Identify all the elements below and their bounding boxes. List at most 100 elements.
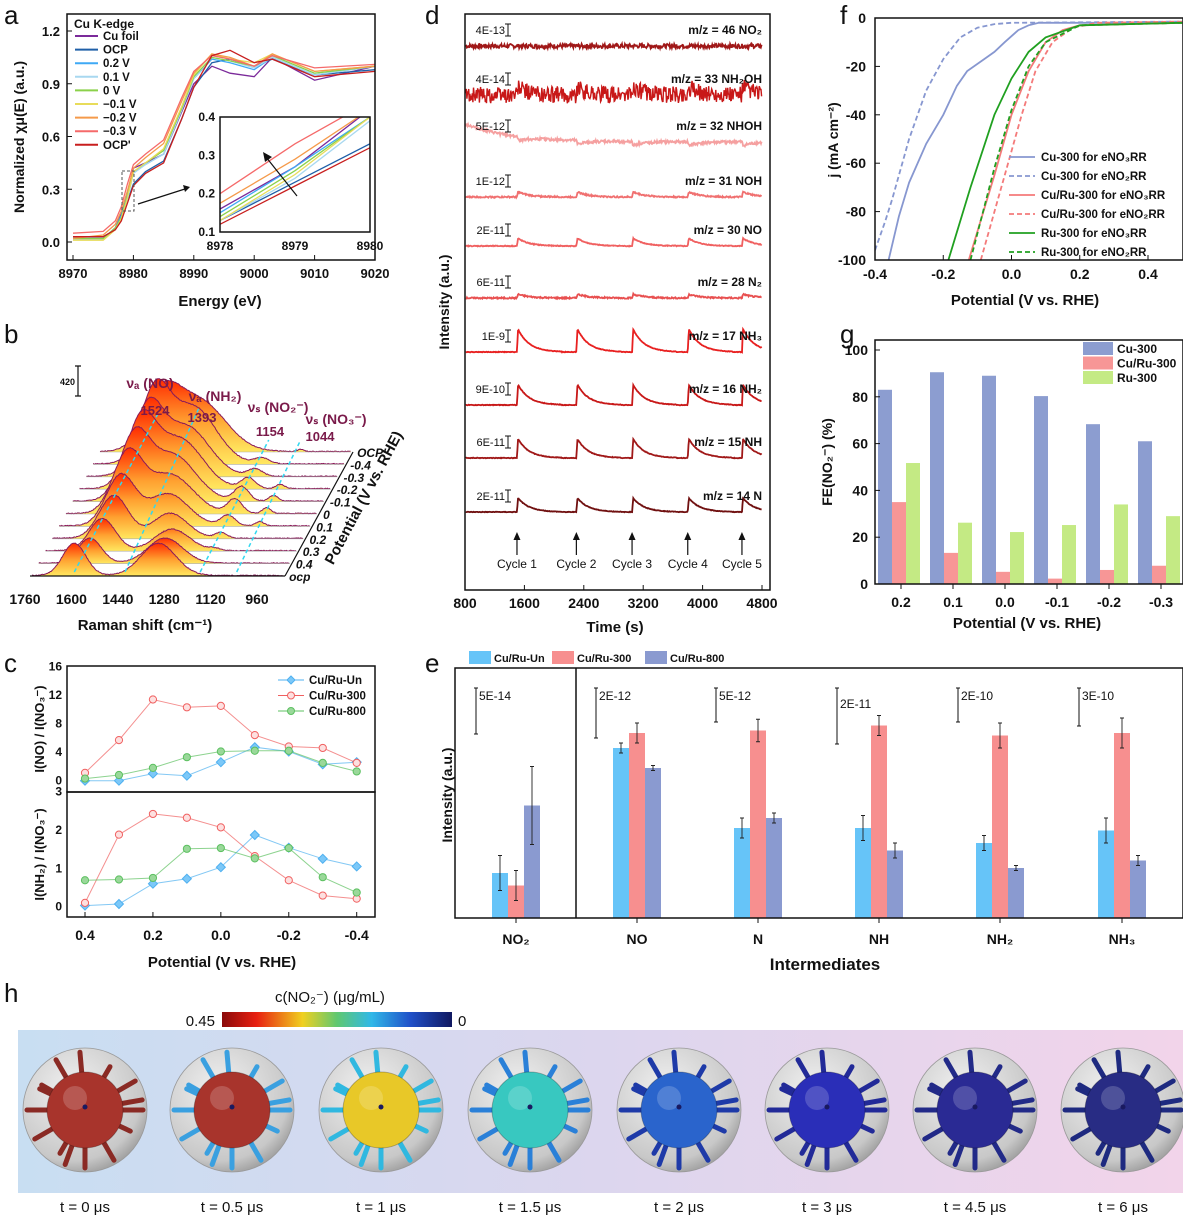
simulation-frame (318, 1047, 444, 1173)
panel-label-e: e (425, 648, 439, 678)
y-tick-label: 0 (55, 900, 62, 914)
band-label: νₐ (NH₂) (189, 388, 242, 404)
sphere-highlight (1101, 1086, 1125, 1110)
legend-label: Cu/Ru-300 (577, 653, 631, 665)
diamond-marker (113, 898, 125, 910)
error-bar (1120, 717, 1124, 749)
legend-label: Cu/Ru-300 (309, 691, 366, 703)
diamond-marker (215, 756, 227, 768)
diamond-marker (215, 862, 227, 873)
legend-marker (286, 675, 296, 685)
circle-marker (114, 830, 124, 839)
core-sphere (936, 1071, 1014, 1149)
inset-series-line-4 (220, 117, 370, 218)
spectrum-line (52, 494, 304, 540)
legend-swatch (1083, 356, 1113, 370)
center-dot (527, 1104, 533, 1110)
lsv-curve-2 (967, 21, 1183, 260)
trace-scale-label: 4E-14 (476, 74, 505, 86)
lsv-curve-3 (979, 20, 1183, 260)
band-position: 1524 (141, 403, 171, 418)
legend-label: Cu/Ru-Un (494, 653, 545, 665)
trace-mz-label: m/z = 32 NHOH (676, 119, 762, 133)
scale-bar-label: 420 (60, 377, 75, 387)
x-axis-label: Raman shift (cm⁻¹) (78, 617, 213, 634)
error-bar (998, 722, 1002, 749)
cycle-label: Cycle 1 (497, 557, 537, 571)
trace-mz-label: m/z = 16 NH₂ (689, 382, 762, 396)
inset-y-tick-label: 0.4 (198, 110, 215, 124)
bar-cu-ru-300 (871, 725, 887, 918)
colorbar-min-label: 0 (458, 1013, 466, 1030)
time-label: t = 6 μs (1098, 1199, 1148, 1216)
x-axis-label: Intermediates (770, 955, 881, 974)
y-tick-label: 1 (55, 861, 62, 875)
zoom-arrow (137, 187, 189, 205)
bar-ru-300 (1010, 532, 1024, 584)
band-label: νₐ (NO) (126, 375, 173, 391)
panel-label-c: c (4, 648, 17, 678)
legend-label: −0.2 V (103, 113, 137, 125)
trace-scale-bar (505, 489, 511, 503)
bar-cu-ru-300 (1114, 733, 1130, 918)
core-sphere (640, 1071, 718, 1149)
ms-trace-6 (465, 326, 763, 354)
x-tick-label: 1600 (56, 591, 87, 607)
bar-cu-ru-un (492, 873, 508, 918)
x-tick-label: -0.2 (931, 266, 955, 282)
simulation-frame (616, 1047, 742, 1173)
simulation-frame (912, 1047, 1038, 1173)
y-tick-label: -100 (838, 252, 866, 268)
arrow-head (572, 532, 580, 540)
bar-cu-ru-300 (944, 552, 958, 584)
bar-ru-300 (1166, 516, 1180, 584)
inset-series-line-6 (220, 117, 360, 204)
plot-frame (874, 339, 1183, 585)
x-tick-label: -0.2 (277, 927, 301, 943)
plot-frame (874, 17, 1183, 261)
x-tick-label: 3200 (628, 595, 659, 611)
bar-cu-ru-800 (1008, 868, 1024, 918)
inset-frame (219, 116, 371, 233)
band-label: νₛ (NO₃⁻) (305, 411, 366, 427)
x-tick-label: 0.4 (1138, 266, 1158, 282)
subplot-0: 0 4 8 12 16I(NO) / I(NO₃⁻) (32, 660, 376, 793)
x-tick-label: -0.4 (863, 266, 887, 282)
y-tick-label: 12 (49, 688, 63, 702)
filled-circle-marker (148, 763, 158, 772)
legend-label: Ru-300 for eNO₃RR (1041, 228, 1147, 240)
trace-scale-label: 2E-11 (476, 225, 505, 237)
ms-trace-9 (465, 495, 762, 514)
spectrum-line (31, 542, 283, 577)
potential-row-label: 0.4 (296, 558, 313, 572)
y-tick-label: 80 (852, 389, 868, 405)
arrow-head (513, 532, 521, 540)
circle-marker (216, 701, 225, 710)
y-tick-label: 2 (55, 823, 62, 837)
x-tick-label: -0.2 (1097, 594, 1121, 610)
x-tick-label: NH (869, 931, 889, 947)
error-bar (861, 815, 865, 841)
y-tick-label: 0.3 (42, 182, 60, 197)
y-tick-label: -20 (846, 58, 866, 74)
x-tick-label: NO₂ (502, 931, 529, 947)
inset-series-line-0 (220, 117, 362, 210)
inset-series-line-2 (220, 117, 370, 214)
trace-scale-label: 5E-12 (476, 121, 505, 133)
center-dot (972, 1104, 978, 1110)
lsv-curve-1 (875, 20, 1183, 251)
x-tick-label: 0.0 (211, 927, 231, 943)
spectrum-line (45, 517, 297, 552)
inset-x-tick-label: 8980 (357, 239, 384, 253)
x-tick-label: 9000 (240, 266, 269, 281)
circle-marker (148, 809, 158, 819)
spectrum-line (59, 472, 310, 527)
filled-circle-marker (352, 767, 361, 776)
x-tick-label: 9020 (361, 266, 390, 281)
x-tick-label: 960 (245, 591, 269, 607)
trace-scale-bar (505, 72, 511, 86)
cycle-label: Cycle 2 (556, 557, 596, 571)
legend-swatch (469, 651, 491, 664)
potential-row-label: -0.2 (337, 483, 358, 497)
